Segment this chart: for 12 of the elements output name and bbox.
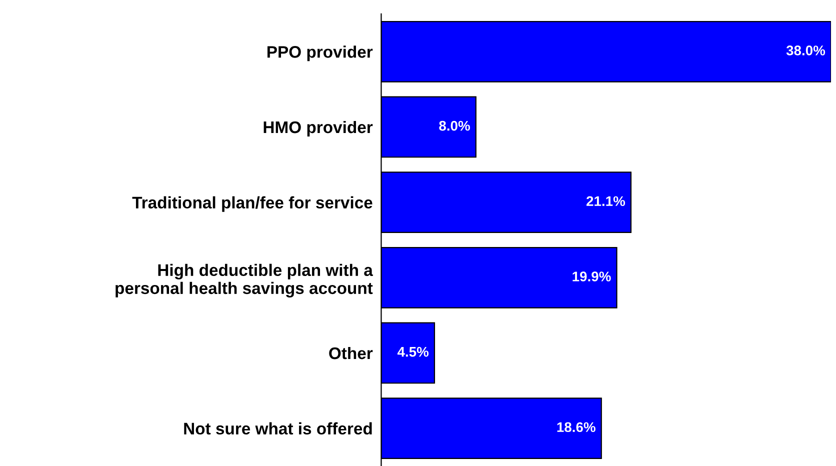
data-label: 19.9% (572, 272, 611, 282)
y-tick-label: Traditional plan/fee for service (132, 196, 372, 212)
data-label: 4.5% (397, 346, 429, 357)
y-tick-label: HMO provider (264, 120, 373, 136)
y-tick-label: Not sure what is offered (184, 422, 372, 435)
data-label: 38.0% (786, 46, 826, 56)
data-label: 21.1% (586, 196, 626, 206)
y-tick-label: Other (329, 346, 373, 360)
y-tick-label: High deductible plan with a personal health savings account (116, 264, 374, 298)
data-label: 8.0% (439, 120, 470, 131)
y-tick-label: PPO provider (267, 46, 373, 62)
data-label: 18.6% (557, 422, 596, 432)
